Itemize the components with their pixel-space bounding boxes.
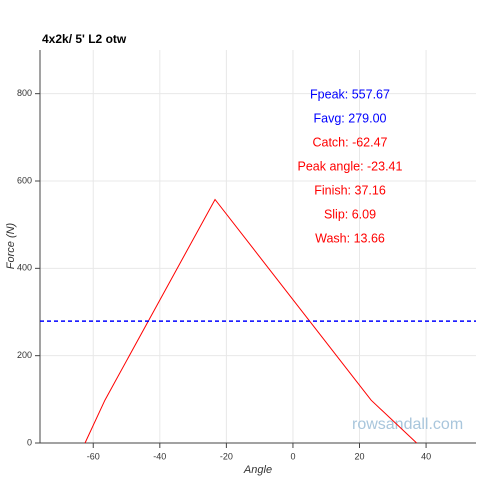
y-tick-label: 600 (17, 175, 32, 185)
y-tick-label: 200 (17, 350, 32, 360)
force-line (84, 198, 417, 444)
x-tick-label: 20 (355, 451, 365, 461)
x-tick-label: 40 (421, 451, 431, 461)
x-axis-label: Angle (243, 464, 272, 476)
annotation: Wash: 13.66 (315, 231, 385, 245)
y-tick-label: 400 (17, 263, 32, 273)
x-tick-label: -40 (153, 451, 166, 461)
annotation: Slip: 6.09 (324, 207, 376, 221)
annotation: Favg: 279.00 (314, 111, 387, 125)
x-tick-label: -20 (220, 451, 233, 461)
annotation: Peak angle: -23.41 (298, 159, 403, 173)
y-tick-label: 800 (17, 88, 32, 98)
x-tick-label: -60 (87, 451, 100, 461)
annotation: Finish: 37.16 (314, 183, 386, 197)
annotation: Fpeak: 557.67 (310, 87, 390, 101)
watermark: rowsandall.com (352, 416, 463, 433)
annotation: Catch: -62.47 (312, 135, 387, 149)
x-tick-label: 0 (290, 451, 295, 461)
y-axis-label: Force (N) (5, 222, 17, 269)
chart-title: 4x2k/ 5' L2 otw (42, 32, 127, 46)
y-tick-label: 0 (27, 437, 32, 447)
